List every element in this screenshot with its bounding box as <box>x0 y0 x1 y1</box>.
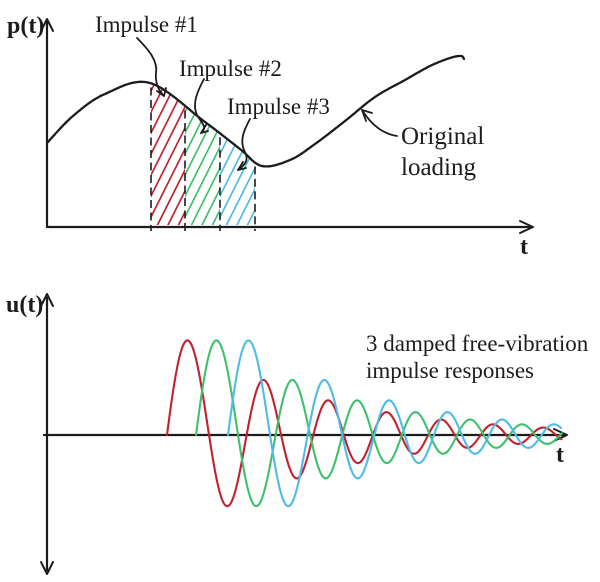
impulse-response-curves <box>165 339 564 508</box>
impulse-2-label: Impulse #2 <box>179 56 282 81</box>
responses-annotation-line2: impulse responses <box>366 358 534 383</box>
top-ylabel: p(t) <box>7 13 44 39</box>
top-xlabel: t <box>520 234 528 260</box>
bottom-chart: u(t) 3 damped free-vibration impulse res… <box>6 292 589 575</box>
arrowhead-icon <box>361 109 373 122</box>
impulse-2-hatch <box>185 106 220 225</box>
bottom-xlabel: t <box>556 442 564 468</box>
top-x-axis-arrow-icon <box>519 220 534 234</box>
arrowhead-icon <box>237 161 247 171</box>
top-y-axis-arrow-icon <box>40 18 54 32</box>
impulse-response-2-curve <box>194 339 564 508</box>
bottom-y-axis-down-arrow-icon <box>40 561 54 575</box>
impulse-1-leader-arrow <box>136 37 167 97</box>
impulse-3-leader-arrow <box>237 118 251 171</box>
top-chart: p(t) Impulse #1 Impulse #2 Impulse #3 Or… <box>7 12 534 260</box>
bottom-y-axis-up-arrow-icon <box>40 293 54 307</box>
bottom-x-axis-arrow-icon <box>553 428 568 442</box>
impulse-3-label: Impulse #3 <box>227 94 330 119</box>
impulse-boundary-dashed-lines <box>150 87 256 231</box>
responses-annotation-line1: 3 damped free-vibration <box>366 331 589 356</box>
original-loading-leader-arrow <box>361 109 398 137</box>
bottom-ylabel: u(t) <box>6 292 43 318</box>
original-loading-label-line2: loading <box>401 154 476 181</box>
arrowhead-icon <box>156 87 167 97</box>
arrowhead-icon <box>200 124 209 134</box>
impulse-1-label: Impulse #1 <box>95 12 198 37</box>
impulse-response-3-curve <box>226 339 563 508</box>
impulse-2-leader-arrow <box>194 78 209 134</box>
original-loading-curve <box>45 54 466 168</box>
original-loading-label-line1: Original <box>401 123 484 150</box>
